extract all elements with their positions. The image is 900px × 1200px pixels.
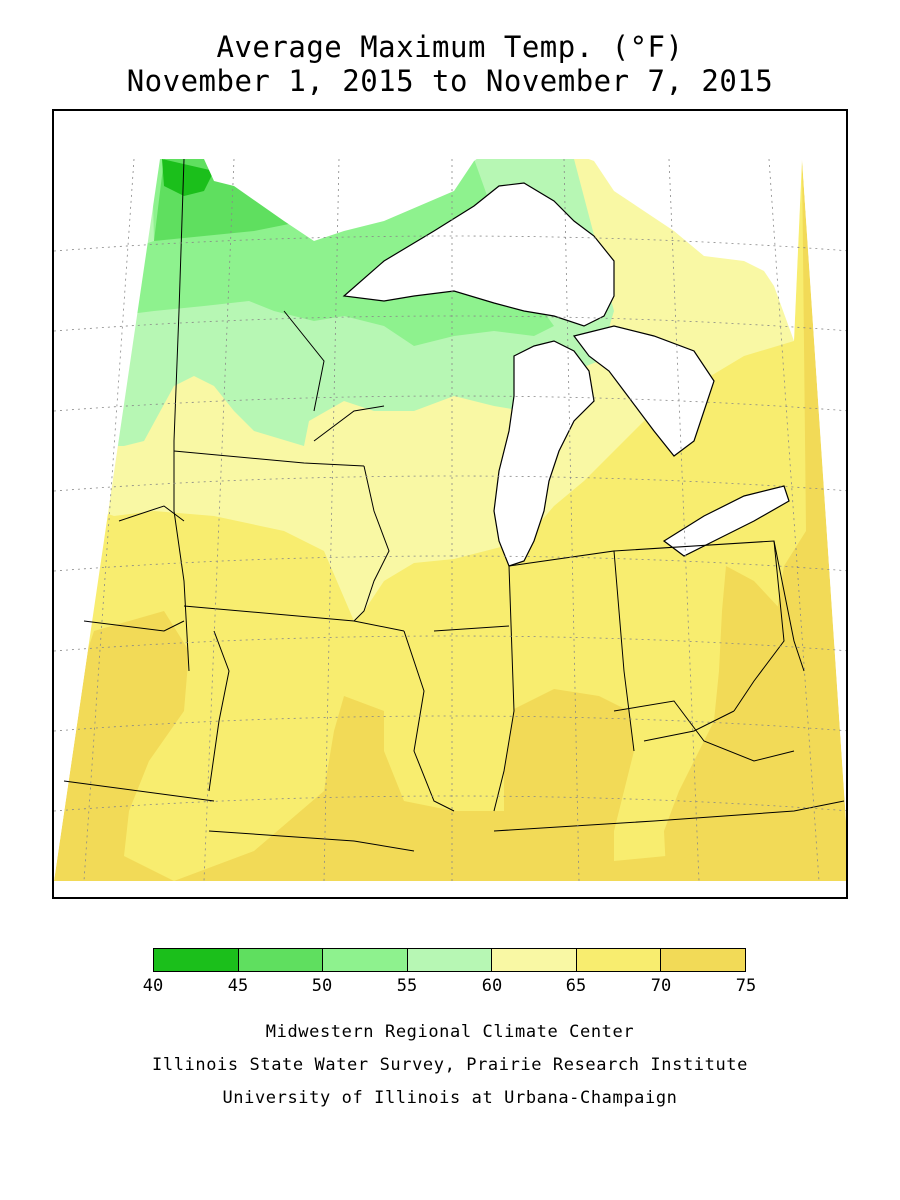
temperature-map: [52, 109, 848, 899]
legend-swatch-55-60: [407, 949, 493, 971]
lake-michigan: [493, 340, 595, 567]
graticule: [54, 158, 846, 882]
legend-swatch-65-70: [576, 949, 662, 971]
legend-tick: 50: [311, 976, 333, 996]
legend-tick: 60: [481, 976, 503, 996]
legend-tick: 70: [650, 976, 672, 996]
legend-tick: 40: [142, 976, 164, 996]
legend-swatch-60-65: [492, 949, 577, 971]
lake-huron: [572, 325, 715, 457]
legend-swatch-70-75: [661, 949, 746, 971]
color-legend: [153, 948, 746, 972]
band-40-45: [162, 159, 214, 196]
legend-swatch-50-55: [323, 949, 408, 971]
lake-superior: [342, 182, 615, 327]
outside-bottom: [54, 881, 846, 897]
map-canvas: [54, 111, 846, 897]
lake-erie: [662, 485, 790, 557]
band-70-75-east: [664, 566, 782, 871]
legend-tick: 65: [565, 976, 587, 996]
credit-line: Illinois State Water Survey, Prairie Res…: [152, 1055, 748, 1075]
legend-tick: 75: [735, 976, 757, 996]
map-date-range: November 1, 2015 to November 7, 2015: [126, 64, 774, 98]
outside-west: [54, 159, 160, 881]
legend-tick: 45: [227, 976, 249, 996]
no-data-north: [54, 111, 846, 341]
map-title: Average Maximum Temp. (°F): [216, 30, 684, 64]
credit-line: Midwestern Regional Climate Center: [265, 1022, 635, 1042]
legend-swatch-40-45: [154, 949, 239, 971]
credit-line: University of Illinois at Urbana-Champai…: [222, 1088, 678, 1108]
legend-tick: 55: [396, 976, 418, 996]
state-boundaries: [63, 158, 845, 852]
legend-swatch-45-50: [238, 949, 324, 971]
